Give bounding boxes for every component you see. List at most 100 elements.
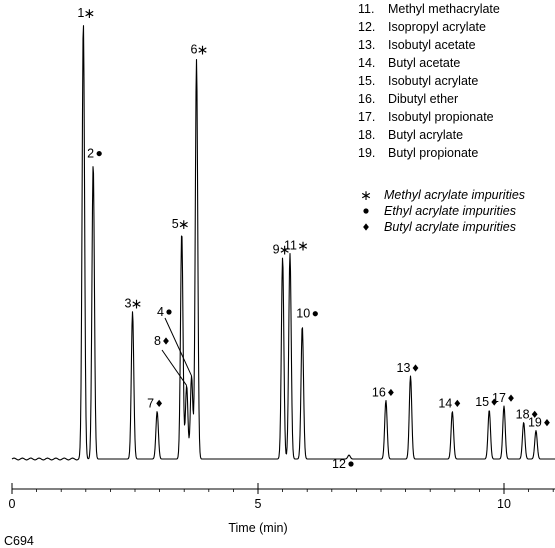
legend-marker-text: Methyl acrylate impurities <box>384 188 525 202</box>
dot-legend-marker <box>363 208 369 214</box>
diamond-marker <box>156 399 163 407</box>
peak-label-18: 18 <box>516 407 538 421</box>
x-axis-ticks: 0 5 10 <box>9 483 554 511</box>
legend-marker-entry: ∗ Methyl acrylate impurities <box>360 188 525 204</box>
peak-label-15: 15 <box>475 395 498 409</box>
legend-entry: 14. Butyl acetate <box>358 56 460 70</box>
legend-marker-text: Butyl acrylate impurities <box>384 220 516 234</box>
x-tick-label: 10 <box>497 497 511 511</box>
peak-label-1: 1 ∗ <box>77 6 95 22</box>
peak-label-10: 10 <box>296 307 318 321</box>
peak-number: 16 <box>372 385 386 399</box>
legend-number: 19. <box>358 146 375 160</box>
peak-number: 5 <box>172 217 179 231</box>
peak-number: 3 <box>125 297 132 311</box>
dot-marker <box>348 461 354 467</box>
peak-number: 11 <box>284 239 297 253</box>
peak-label-19: 19 <box>528 416 550 430</box>
diamond-marker <box>531 410 538 418</box>
peak-number: 2 <box>87 147 94 161</box>
legend-compound: Isobutyl propionate <box>388 110 494 124</box>
figure-code: C694 <box>4 534 34 548</box>
diamond-marker <box>412 364 419 372</box>
legend-number: 14. <box>358 56 375 70</box>
peak-label-8: 8 <box>154 334 188 386</box>
peak-number: 7 <box>147 396 154 410</box>
x-axis-label: Time (min) <box>228 521 287 535</box>
leader-line <box>161 349 188 386</box>
star-marker: ∗ <box>178 217 190 233</box>
peak-number: 17 <box>492 391 506 405</box>
peak-number: 8 <box>154 334 161 348</box>
legend-marker-text: Ethyl acrylate impurities <box>384 204 516 218</box>
legend-entry: 11. Methyl methacrylate <box>358 2 500 16</box>
legend-number: 12. <box>358 20 375 34</box>
diamond-marker <box>544 418 550 427</box>
legend-compound: Dibutyl ether <box>388 92 458 106</box>
peak-number: 15 <box>475 395 489 409</box>
diamond-marker <box>491 398 498 406</box>
star-marker: ∗ <box>279 243 291 259</box>
legend-entry: 13. Isobutyl acetate <box>358 38 476 52</box>
legend-compound: Isobutyl acrylate <box>388 74 478 88</box>
legend-compound: Butyl acrylate <box>388 128 463 142</box>
legend-number: 15. <box>358 74 375 88</box>
peak-label-4: 4 <box>157 305 193 377</box>
peak-label-16: 16 <box>372 385 394 399</box>
legend-number: 18. <box>358 128 375 142</box>
peak-label-6: 6 ∗ <box>191 43 209 59</box>
x-tick-label: 5 <box>255 497 262 511</box>
star-legend-marker: ∗ <box>360 188 372 204</box>
legend-compound: Butyl acetate <box>388 56 460 70</box>
peak-number: 9 <box>273 243 280 257</box>
peak-number: 12 <box>332 457 346 471</box>
diamond-legend-marker <box>363 223 369 231</box>
legend-entry: 16. Dibutyl ether <box>358 92 458 106</box>
x-tick-label: 0 <box>9 497 16 511</box>
peak-label-14: 14 <box>438 396 461 410</box>
peak-label-7: 7 <box>147 396 163 410</box>
peak-number: 1 <box>77 6 84 20</box>
star-marker: ∗ <box>197 43 209 59</box>
legend-entry: 18. Butyl acrylate <box>358 128 463 142</box>
peak-number: 10 <box>296 307 310 321</box>
legend-entry: 19. Butyl propionate <box>358 146 478 160</box>
peak-label-13: 13 <box>397 361 419 375</box>
peak-number: 6 <box>191 43 198 57</box>
dot-marker <box>96 150 102 157</box>
peak-label-5: 5 ∗ <box>172 217 190 233</box>
legend-compound: Isopropyl acrylate <box>388 20 486 34</box>
dot-marker <box>166 309 172 315</box>
legend-compound: Methyl methacrylate <box>388 2 500 16</box>
star-marker: ∗ <box>131 297 143 313</box>
legend-number: 13. <box>358 38 375 52</box>
legend-number: 11. <box>358 2 374 16</box>
diamond-marker <box>388 388 394 397</box>
legend-entry: 17. Isobutyl propionate <box>358 110 494 124</box>
legend: 11. Methyl methacrylate 12. Isopropyl acryl… <box>358 2 525 234</box>
legend-marker-entry: Butyl acrylate impurities <box>363 220 516 234</box>
peak-label-3: 3 ∗ <box>125 297 143 313</box>
peak-number: 19 <box>528 416 542 430</box>
star-marker: ∗ <box>297 239 309 255</box>
diamond-marker <box>508 394 514 402</box>
chromatogram-trace <box>11 25 555 461</box>
peak-label-17: 17 <box>492 391 514 405</box>
legend-number: 16. <box>358 92 375 106</box>
peak-number: 13 <box>397 361 411 375</box>
peak-label-12: 12 <box>332 457 354 471</box>
star-marker: ∗ <box>83 6 95 22</box>
peak-label-2: 2 <box>87 147 102 161</box>
diamond-marker <box>163 337 169 345</box>
peak-number: 18 <box>516 407 530 421</box>
diamond-marker <box>454 399 461 407</box>
peak-label-11: 11 ∗ <box>284 239 309 255</box>
dot-marker <box>312 311 318 317</box>
peak-number: 14 <box>438 396 452 410</box>
legend-marker-entry: Ethyl acrylate impurities <box>363 204 516 218</box>
legend-compound: Butyl propionate <box>388 146 478 160</box>
peak-label-9: 9 ∗ <box>273 243 291 259</box>
leader-line <box>164 317 193 377</box>
